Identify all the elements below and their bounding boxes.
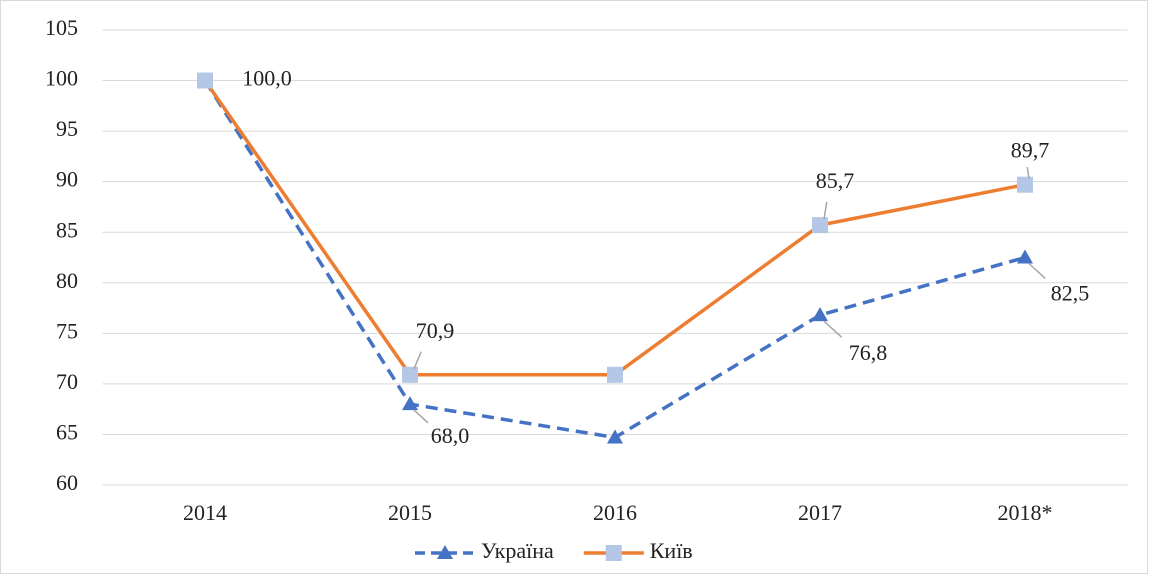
y-tick-label: 80	[56, 268, 78, 293]
y-tick-label: 95	[56, 116, 78, 141]
legend-marker	[605, 545, 622, 561]
x-tick-label: 2016	[593, 500, 637, 525]
leader-line	[1026, 166, 1030, 179]
leader-line	[823, 320, 843, 338]
point-marker	[197, 72, 213, 89]
point-marker	[607, 429, 623, 444]
x-tick-label: 2014	[183, 500, 227, 525]
data-label: 70,9	[416, 318, 455, 343]
point-marker	[812, 217, 828, 234]
y-tick-label: 65	[56, 419, 78, 444]
data-label: 89,7	[1011, 138, 1050, 163]
point-marker	[607, 366, 623, 383]
legend-label: Україна	[481, 538, 554, 563]
point-marker	[402, 366, 418, 383]
point-marker	[402, 396, 418, 411]
data-label: 85,7	[816, 168, 855, 193]
leader-line	[823, 201, 828, 220]
y-tick-label: 70	[56, 369, 78, 394]
y-tick-label: 85	[56, 217, 78, 242]
leader-line	[413, 409, 429, 424]
leader-line	[1028, 262, 1046, 279]
data-label: 82,5	[1051, 281, 1090, 306]
data-label: 68,0	[431, 423, 470, 448]
data-label: 100,0	[242, 66, 292, 91]
x-tick-label: 2015	[388, 500, 432, 525]
legend-label: Київ	[650, 538, 693, 563]
y-tick-label: 60	[56, 470, 78, 495]
y-tick-label: 90	[56, 167, 78, 192]
x-tick-label: 2018*	[998, 500, 1053, 525]
legend-marker	[437, 545, 453, 559]
y-tick-label: 105	[45, 15, 78, 40]
point-marker	[812, 307, 828, 322]
point-marker	[1017, 249, 1033, 264]
data-label: 76,8	[849, 340, 888, 365]
x-tick-label: 2017	[798, 500, 842, 525]
y-tick-label: 75	[56, 318, 78, 343]
point-marker	[1017, 176, 1033, 193]
leader-line	[413, 351, 422, 370]
y-tick-label: 100	[45, 66, 78, 91]
